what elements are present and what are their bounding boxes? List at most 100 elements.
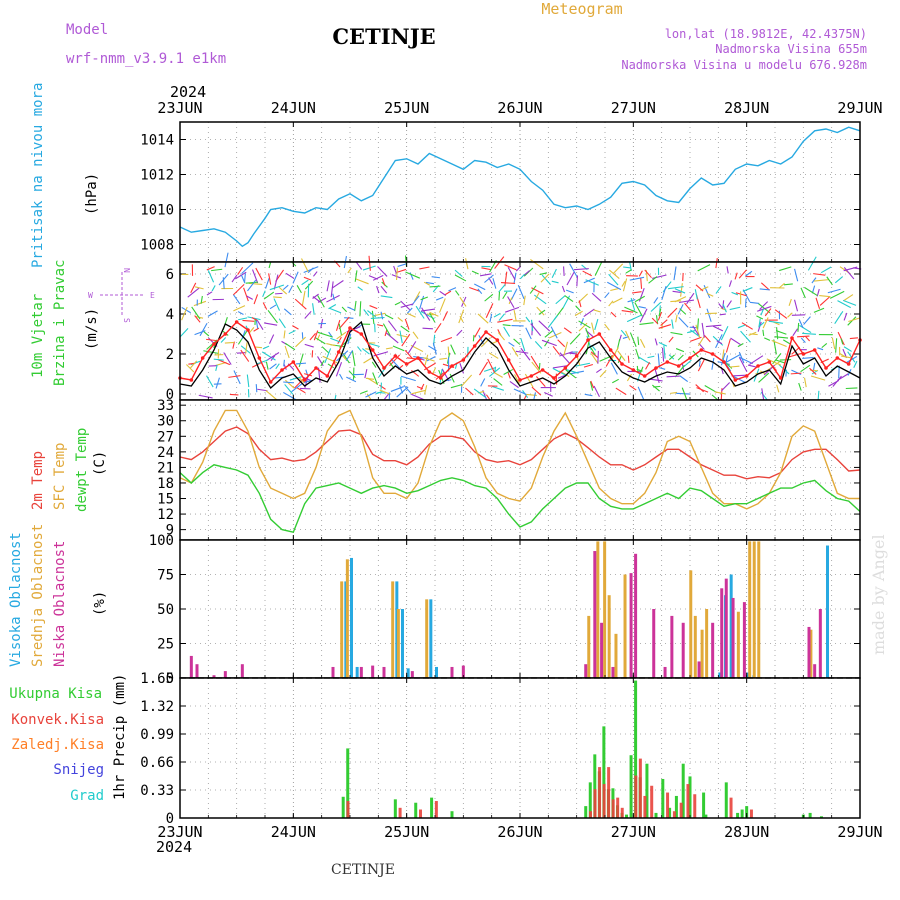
cloud-unit: (%) <box>92 591 108 616</box>
wind-arrow <box>627 355 630 363</box>
wind-arrow <box>559 351 573 357</box>
wind-arrow <box>645 361 651 370</box>
y-tick-label: 1008 <box>140 238 174 254</box>
wind-arrow <box>706 308 712 322</box>
wind-arrow <box>790 372 802 375</box>
wind-arrow <box>273 298 281 311</box>
wind-arrow <box>844 294 854 301</box>
wind-arrow <box>735 292 747 297</box>
wind-arrow <box>379 384 386 390</box>
date-tick-bottom: 23JUN <box>157 823 202 841</box>
wind-arrow <box>474 327 481 338</box>
wind-arrow <box>559 352 571 365</box>
wind-arrow <box>298 377 305 384</box>
wind-arrow <box>621 310 634 313</box>
wind-arrow <box>740 330 751 343</box>
wind-arrow <box>829 290 845 299</box>
wind-arrow <box>583 363 594 368</box>
bar-low_cloud <box>813 664 817 678</box>
wind-arrow <box>493 313 501 318</box>
wind-arrow <box>420 296 429 301</box>
wind-arrow <box>485 303 494 319</box>
wind-arrow <box>193 300 207 307</box>
wind-ylabel2: Brzina i Pravac <box>52 260 68 386</box>
wind-arrow <box>534 292 540 301</box>
wind-arrow <box>181 306 188 321</box>
wind-arrow <box>330 337 341 343</box>
gust-point <box>642 374 647 378</box>
wind-arrow <box>798 382 802 391</box>
gust-point <box>744 374 749 378</box>
wind-arrow <box>419 295 425 310</box>
wind-arrow <box>292 271 299 284</box>
wind-arrow <box>328 304 337 310</box>
wind-arrow <box>455 290 460 296</box>
wind-arrow <box>313 330 319 341</box>
wind-arrow <box>764 308 772 317</box>
bar-mid_cloud <box>391 581 395 678</box>
wind-arrow <box>513 388 527 395</box>
wind-arrow <box>783 283 793 286</box>
wind-arrow <box>217 359 231 366</box>
wind-arrow <box>301 258 309 273</box>
bar-total_precip <box>393 799 397 818</box>
bar-low_cloud <box>212 675 216 678</box>
wind-arrow <box>605 354 614 367</box>
wind-arrow <box>338 316 350 330</box>
bar-conv_precip <box>672 811 676 818</box>
wind-arrow <box>531 386 542 396</box>
wind-arrow <box>719 313 726 316</box>
wind-arrow <box>813 307 825 313</box>
wind-arrow <box>705 324 722 328</box>
wind-arrow <box>284 384 294 395</box>
wind-arrow <box>775 330 787 335</box>
wind-arrow <box>292 325 299 330</box>
gust-point <box>382 366 386 370</box>
wind-arrow <box>697 358 706 372</box>
wind-arrow <box>610 288 619 292</box>
wind-arrow <box>484 293 494 302</box>
wind-arrow <box>625 269 632 274</box>
wind-arrow <box>242 319 255 322</box>
bar-total_precip <box>341 796 345 818</box>
y-tick-label: 18 <box>157 476 174 492</box>
gust-point <box>654 366 658 370</box>
gust-point <box>620 362 624 366</box>
wind-arrow <box>362 348 370 355</box>
bar-mid_cloud <box>614 633 618 678</box>
wind-arrow <box>670 331 683 336</box>
wind-arrow <box>760 282 770 291</box>
y-tick-label: 1.32 <box>140 699 174 715</box>
bar-conv_precip <box>346 801 350 818</box>
wind-arrow <box>593 309 601 313</box>
wind-arrow <box>675 314 678 323</box>
wind-arrow <box>283 308 292 316</box>
wind-arrow <box>327 363 335 369</box>
wind-arrow <box>412 331 419 339</box>
wind-arrow <box>255 267 263 281</box>
wind-arrow <box>722 303 727 313</box>
wind-arrow <box>407 341 417 355</box>
wind-arrow <box>431 276 441 279</box>
wind-arrow <box>604 292 610 299</box>
series-line-sfc <box>179 409 860 510</box>
wind-arrow <box>223 352 232 365</box>
wind-arrow <box>324 348 332 364</box>
y-tick-label: 1.65 <box>140 671 174 687</box>
wind-arrow <box>789 352 804 358</box>
gust-point <box>699 348 704 352</box>
wind-arrow <box>380 285 388 294</box>
wind-arrow <box>658 324 672 329</box>
bar-conv_precip <box>679 802 683 818</box>
dewpt-ylabel: dewpt Temp <box>74 428 90 512</box>
wind-arrow <box>241 330 246 340</box>
wind-arrow <box>776 384 780 393</box>
y-tick-label: 15 <box>157 492 174 508</box>
wind-arrow <box>357 286 363 291</box>
wind-arrow <box>698 360 701 367</box>
wind-arrow <box>321 346 330 354</box>
gust-point <box>812 348 817 352</box>
wind-arrow <box>638 306 647 309</box>
wind-arrow <box>487 358 496 373</box>
wind-arrow <box>326 280 330 292</box>
